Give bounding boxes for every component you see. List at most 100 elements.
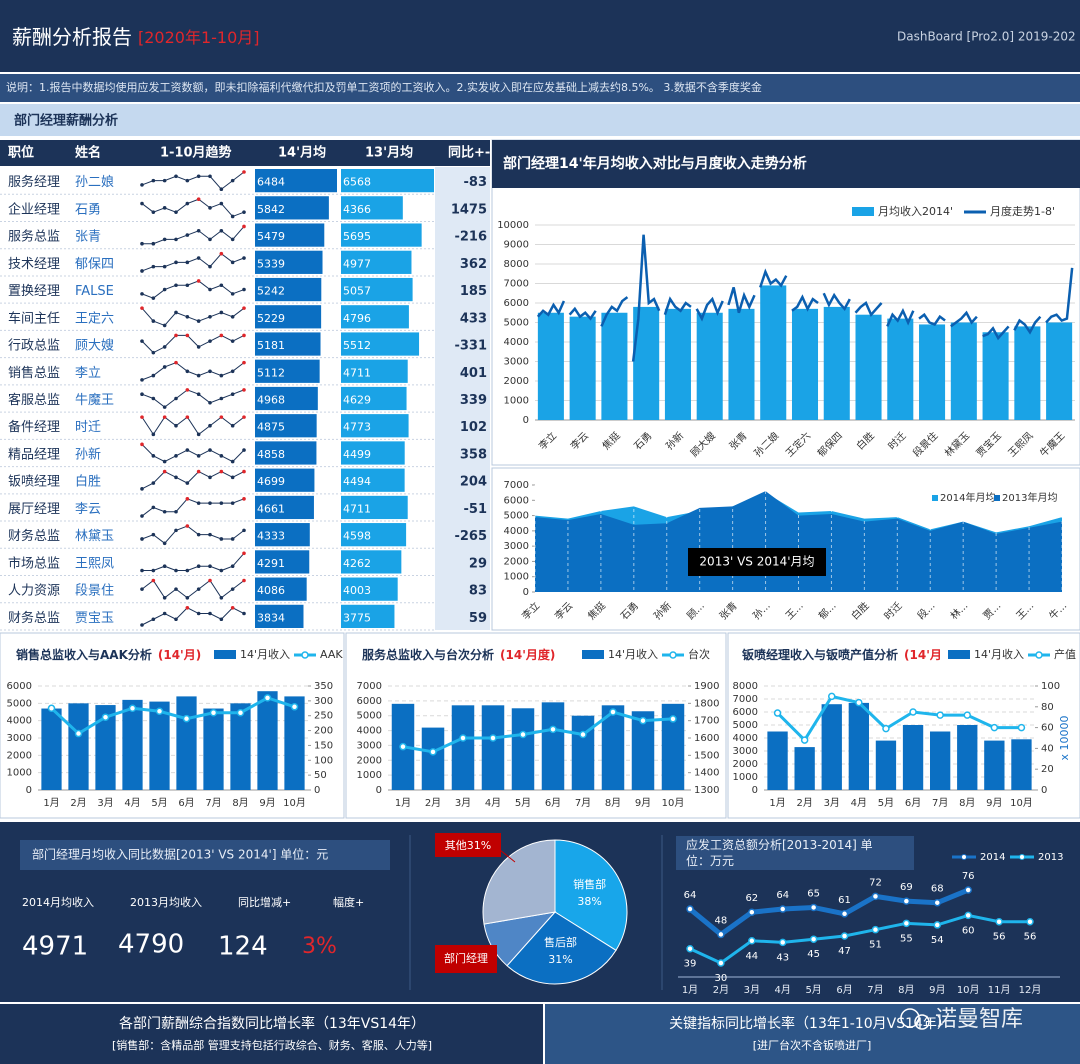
x-tick-label: 10月 [1010,797,1033,809]
pie-value: 38% [577,895,601,908]
bar-label: 5695 [343,230,371,243]
sparkline-point [140,392,144,396]
line-point [128,704,137,713]
y-tick-label: 2000 [733,759,758,770]
y-tick-label: 6000 [733,707,758,718]
name: 张青 [75,230,101,245]
sparkline-point [242,210,246,214]
legend-label: 月度走势1-8' [990,204,1055,218]
sparkline-point [185,233,190,237]
line [886,307,915,327]
line-point [290,703,299,711]
y-tick-label: 6000 [504,495,529,506]
legend-label: 14'月收入 [974,647,1024,661]
sparkline-point [174,360,178,365]
line-point [964,911,972,920]
y-tick-label: 5000 [7,698,32,709]
line-point [717,959,725,967]
line-title: 应发工资总额分析[2013-2014] 单位：万元 [686,838,873,868]
sparkline-point [185,481,190,485]
chart-title-text: 服务总监收入与台次分析 [362,647,494,662]
sparkline-point [208,174,212,179]
bar [341,604,395,628]
bar [255,277,322,302]
chart-panel [0,632,345,819]
sparkline-point [208,448,212,452]
line-point [871,892,880,901]
sparkline-point [174,528,178,533]
x-tick-label: 10月 [283,797,306,809]
bar-label: 4977 [343,257,371,270]
bar [537,312,564,420]
bar [728,308,755,420]
sparkline-point [242,224,246,229]
sparkline-point [185,388,190,392]
sparkline-point [219,469,224,474]
kpi-title: 部门经理月均收入同比数据[2013' VS 2014'] 单位：元 [32,847,328,862]
y-tick-label: 3000 [357,740,382,751]
line-point [489,734,497,742]
sparkline-point [208,264,212,269]
diff: 433 [460,311,487,326]
sparkline-point [219,617,224,622]
line-point [778,938,787,947]
data-label: 47 [838,946,851,957]
bar [341,305,409,329]
bar [631,711,655,790]
sparkline [141,362,245,381]
bar [255,250,323,274]
sparkline-point [242,360,246,365]
data-label: 48 [715,915,728,926]
sparkline-point [219,595,224,600]
y-tick-label: 0 [376,785,382,796]
bar [569,316,596,420]
line-point [639,716,647,725]
bar [791,308,819,420]
y2-axis-label: x 10000 [1058,715,1071,760]
x-tick-label: 2月 [425,797,441,809]
bar [255,223,325,247]
bar [696,312,723,420]
sparkline-point [219,568,224,573]
sparkline-point [151,617,156,622]
sparkline-point [242,306,246,310]
sparkline-point [196,319,201,323]
line [695,296,724,322]
bar [255,332,321,356]
legend-swatch [932,495,938,501]
bar [664,308,691,420]
x-tick-label: 12月 [1019,984,1042,996]
diff: 83 [469,584,487,599]
y-tick-label: 200 [314,726,333,737]
y-tick-label: 2000 [504,556,529,567]
chart-title-text: 销售总监收入与AAK分析 [16,647,152,662]
sparkline-point [208,369,212,374]
sparkline [141,470,245,490]
legend-swatch [994,495,1000,501]
line-point [882,724,890,733]
bar-label: 4262 [343,557,371,570]
line-point [990,723,999,732]
bar [284,696,305,790]
bar [341,332,420,356]
x-tick-label: 2月 [796,797,812,809]
y-tick-label: 1000 [733,772,758,783]
sparkline-point [196,373,201,378]
bar-label: 5112 [257,366,285,379]
sparkline-point [140,292,144,296]
sparkline-point [196,564,201,569]
kpi-label: 同比增减+ [238,895,291,909]
annotation: 2013' VS 2014'月均 [699,555,814,569]
bar [957,725,978,790]
bar [341,223,422,247]
bar-label: 4699 [257,475,285,488]
y-tick-label: 250 [314,711,333,722]
legend-swatch [961,854,967,860]
bar [255,441,317,465]
y-tick-label: 3000 [733,746,758,757]
sparkline-point [219,501,224,505]
x-tick-label: 3月 [824,797,840,809]
bar-label: 4333 [257,530,285,543]
sparkline-point [185,178,190,183]
